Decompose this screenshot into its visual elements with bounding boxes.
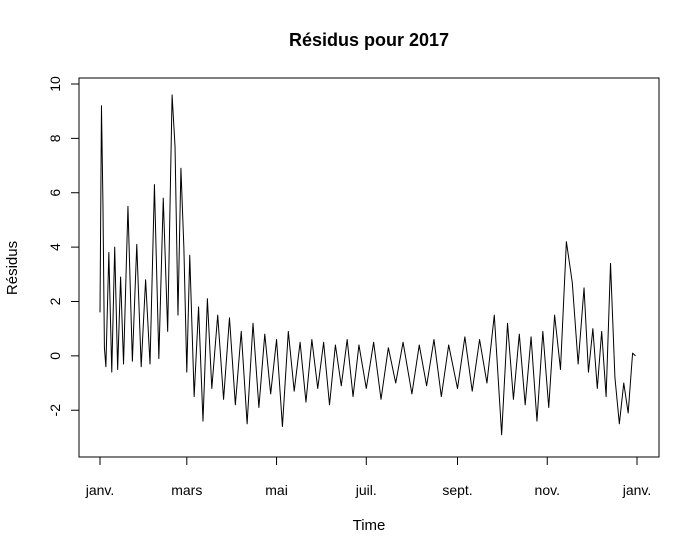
x-tick-label: sept.	[442, 482, 472, 498]
y-tick-label: -2	[47, 404, 63, 417]
x-tick-label: janv.	[622, 482, 652, 498]
y-tick-label: 10	[47, 76, 63, 92]
y-tick-label: 4	[47, 243, 63, 251]
x-tick-label: juil.	[355, 482, 377, 498]
plot-area	[99, 94, 636, 436]
y-axis-label: Résidus	[4, 241, 21, 295]
chart-title: Résidus pour 2017	[289, 30, 449, 50]
y-tick-label: 8	[47, 134, 63, 142]
residual-series-line	[99, 94, 636, 436]
y-tick-label: 2	[47, 297, 63, 305]
x-axis: janv. mars mai juil. sept. nov. janv.	[85, 456, 652, 498]
x-axis-label: Time	[353, 517, 386, 534]
x-tick-label: mai	[265, 482, 288, 498]
x-tick-label: mars	[171, 482, 202, 498]
y-tick-label: 0	[47, 352, 63, 360]
x-tick-label: nov.	[535, 482, 560, 498]
y-axis: -2 0 2 4 6 8 10	[47, 76, 80, 417]
y-tick-label: 6	[47, 189, 63, 197]
x-tick-label: janv.	[85, 482, 115, 498]
